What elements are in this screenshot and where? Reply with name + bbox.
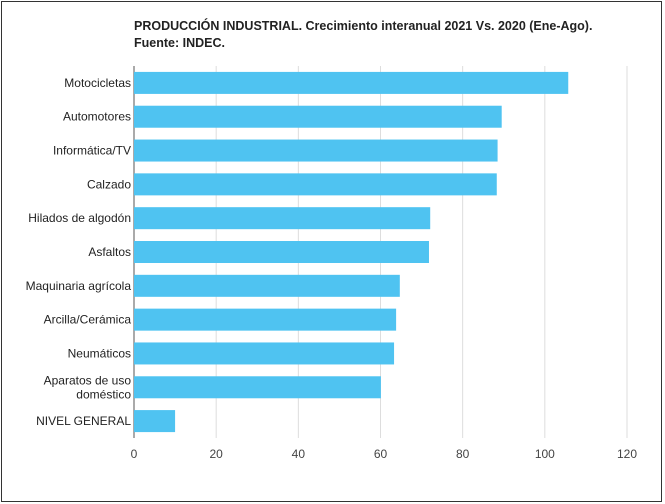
chart-title: PRODUCCIÓN INDUSTRIAL. Crecimiento inter… bbox=[134, 19, 593, 50]
bar bbox=[134, 410, 176, 433]
x-tick-label: 40 bbox=[292, 447, 306, 461]
category-label: Maquinaria agrícola bbox=[26, 279, 132, 293]
x-tick-label: 20 bbox=[209, 447, 223, 461]
category-label: Motocicletas bbox=[64, 76, 131, 90]
bar bbox=[134, 105, 502, 128]
category-label: Asfaltos bbox=[88, 245, 131, 259]
bar bbox=[134, 71, 569, 94]
category-label: Automotores bbox=[63, 110, 131, 124]
category-label: Calzado bbox=[87, 177, 131, 191]
category-label: NIVEL GENERAL bbox=[36, 414, 131, 428]
bar bbox=[134, 173, 497, 196]
bar bbox=[134, 342, 395, 365]
bar bbox=[134, 241, 429, 263]
category-label: Aparatos de uso bbox=[44, 373, 132, 387]
bar bbox=[134, 376, 381, 399]
bars bbox=[134, 71, 569, 433]
category-label: Neumáticos bbox=[68, 346, 131, 360]
bar bbox=[134, 139, 498, 162]
bar bbox=[134, 274, 400, 297]
bar bbox=[134, 308, 397, 331]
category-label: Arcilla/Cerámica bbox=[44, 313, 132, 327]
x-tick-label: 0 bbox=[131, 447, 138, 461]
category-label: Hilados de algodón bbox=[28, 211, 131, 225]
bar bbox=[134, 207, 431, 230]
category-label: doméstico bbox=[76, 387, 131, 401]
x-tick-label: 60 bbox=[374, 447, 388, 461]
category-label: Informática/TV bbox=[53, 144, 131, 158]
x-tick-label: 80 bbox=[456, 447, 470, 461]
x-tick-label: 100 bbox=[535, 447, 555, 461]
category-labels: Motocicletas Automotores Informática/TV Cal… bbox=[26, 76, 132, 428]
x-axis-ticks: 0 20 40 60 80 100 120 bbox=[131, 447, 638, 461]
x-tick-label: 120 bbox=[617, 447, 637, 461]
